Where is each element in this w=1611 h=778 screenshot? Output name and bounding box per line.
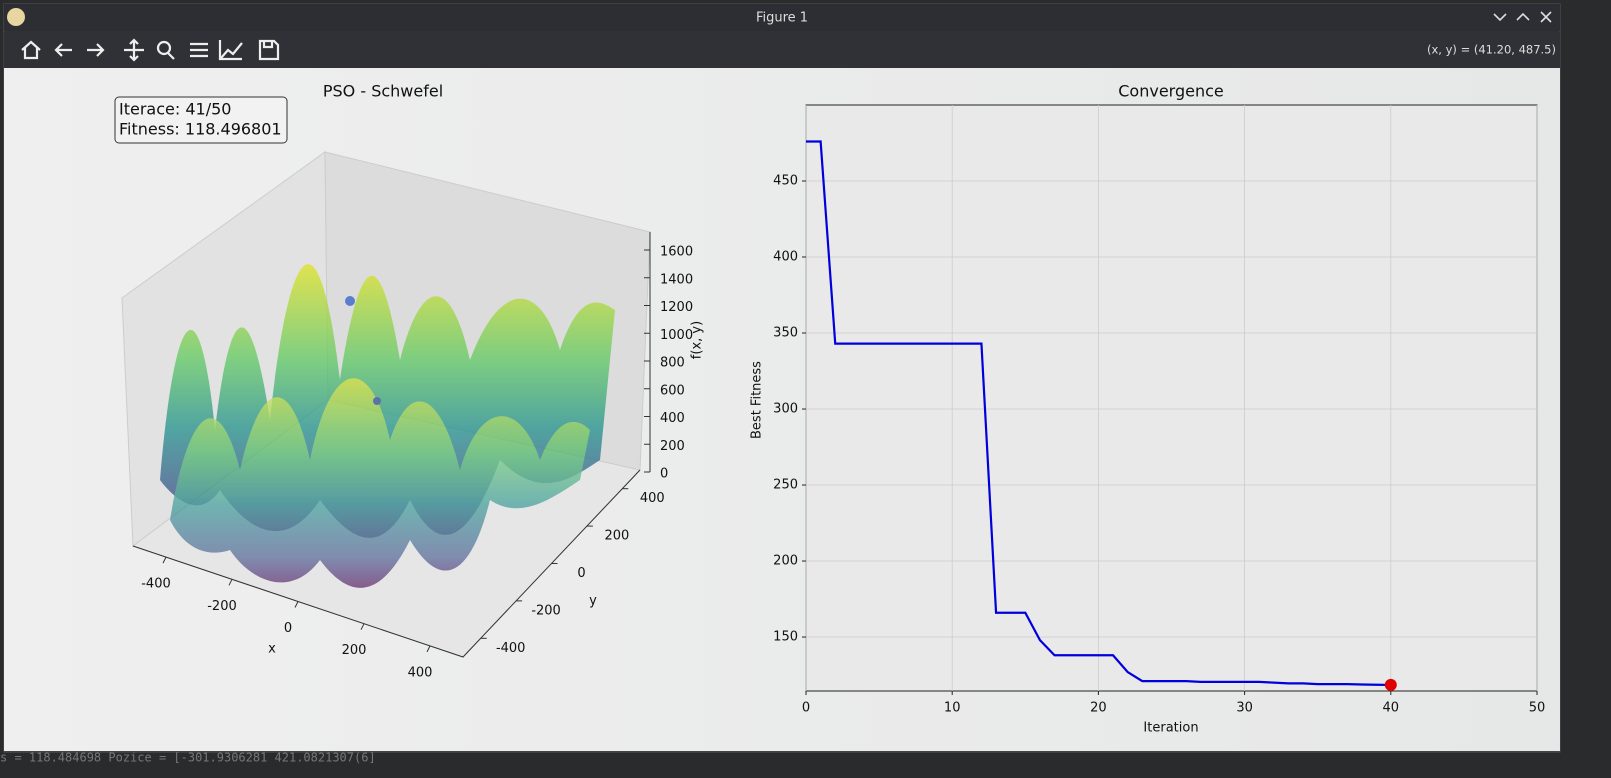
y-tick-label: 150 <box>773 630 798 645</box>
x-tick-label: 400 <box>408 665 433 680</box>
axis-line <box>132 232 651 658</box>
y-tick-label: 400 <box>640 491 665 506</box>
y-tick-label: 0 <box>577 566 585 581</box>
line <box>806 140 1391 687</box>
x-tick-label: 50 <box>1529 701 1546 716</box>
y-tick-label: 200 <box>773 554 798 569</box>
z-tick-label: 1000 <box>660 328 693 343</box>
x-axis-label: x <box>268 642 276 657</box>
x-tick-label: 0 <box>284 621 292 636</box>
plot-area <box>805 104 1538 692</box>
y-tick-label: 400 <box>773 250 798 265</box>
current-point <box>1384 678 1397 691</box>
toolbar-icons[interactable] <box>21 38 280 62</box>
y-axis-label: Best Fitness <box>750 361 765 439</box>
app-icon <box>7 8 25 26</box>
z-axis-label: f(x, y) <box>690 321 705 359</box>
z-tick-label: 1600 <box>660 245 693 260</box>
window-title: Figure 1 <box>756 11 808 26</box>
z-tick-label: 1400 <box>660 272 693 287</box>
x-tick-label: 40 <box>1383 701 1400 716</box>
terminal-text: s = 118.484698 Pozice = [-301.9306281 42… <box>0 751 376 765</box>
y-axis-label: y <box>589 594 597 609</box>
z-tick-label: 200 <box>660 439 685 454</box>
y-tick-label: -400 <box>496 641 526 656</box>
x-axis-label: Iteration <box>1143 721 1198 736</box>
z-tick-label: 0 <box>660 467 668 482</box>
tick-mark <box>426 645 431 653</box>
surface <box>160 264 615 588</box>
chart-title: Convergence <box>1118 82 1224 101</box>
annotation: Iterace: 41/50 <box>119 100 231 119</box>
x-tick-label: -200 <box>207 599 237 614</box>
x-tick-label: 10 <box>944 701 961 716</box>
z-tick-label: 400 <box>660 411 685 426</box>
y-tick-label: 250 <box>773 478 798 493</box>
x-tick-label: 30 <box>1236 701 1253 716</box>
cursor-coords: (x, y) = (41.20, 487.5) <box>1427 43 1556 57</box>
title-bar <box>4 4 1560 31</box>
y-tick-label: 200 <box>604 529 629 544</box>
y-tick-label: 350 <box>773 326 798 341</box>
x-tick-label: 20 <box>1090 701 1107 716</box>
y-tick-label: 300 <box>773 402 798 417</box>
z-tick-label: 1200 <box>660 300 693 315</box>
z-tick-label: 600 <box>660 383 685 398</box>
chart-title: PSO - Schwefel <box>323 82 443 101</box>
z-tick-label: 800 <box>660 356 685 371</box>
annotation-box <box>114 96 288 144</box>
toolbar <box>4 32 1560 68</box>
window-controls[interactable] <box>1493 11 1552 23</box>
y-tick-label: -200 <box>531 603 561 618</box>
x-tick-label: 0 <box>802 701 810 716</box>
x-tick-label: 200 <box>342 643 367 658</box>
annotation: Fitness: 118.496801 <box>119 120 282 139</box>
tick-mark <box>360 623 365 630</box>
x-tick-label: -400 <box>141 577 171 592</box>
tick-mark <box>294 601 299 608</box>
tick-mark <box>162 556 167 564</box>
tick-mark <box>228 579 233 586</box>
y-tick-label: 450 <box>773 174 798 189</box>
